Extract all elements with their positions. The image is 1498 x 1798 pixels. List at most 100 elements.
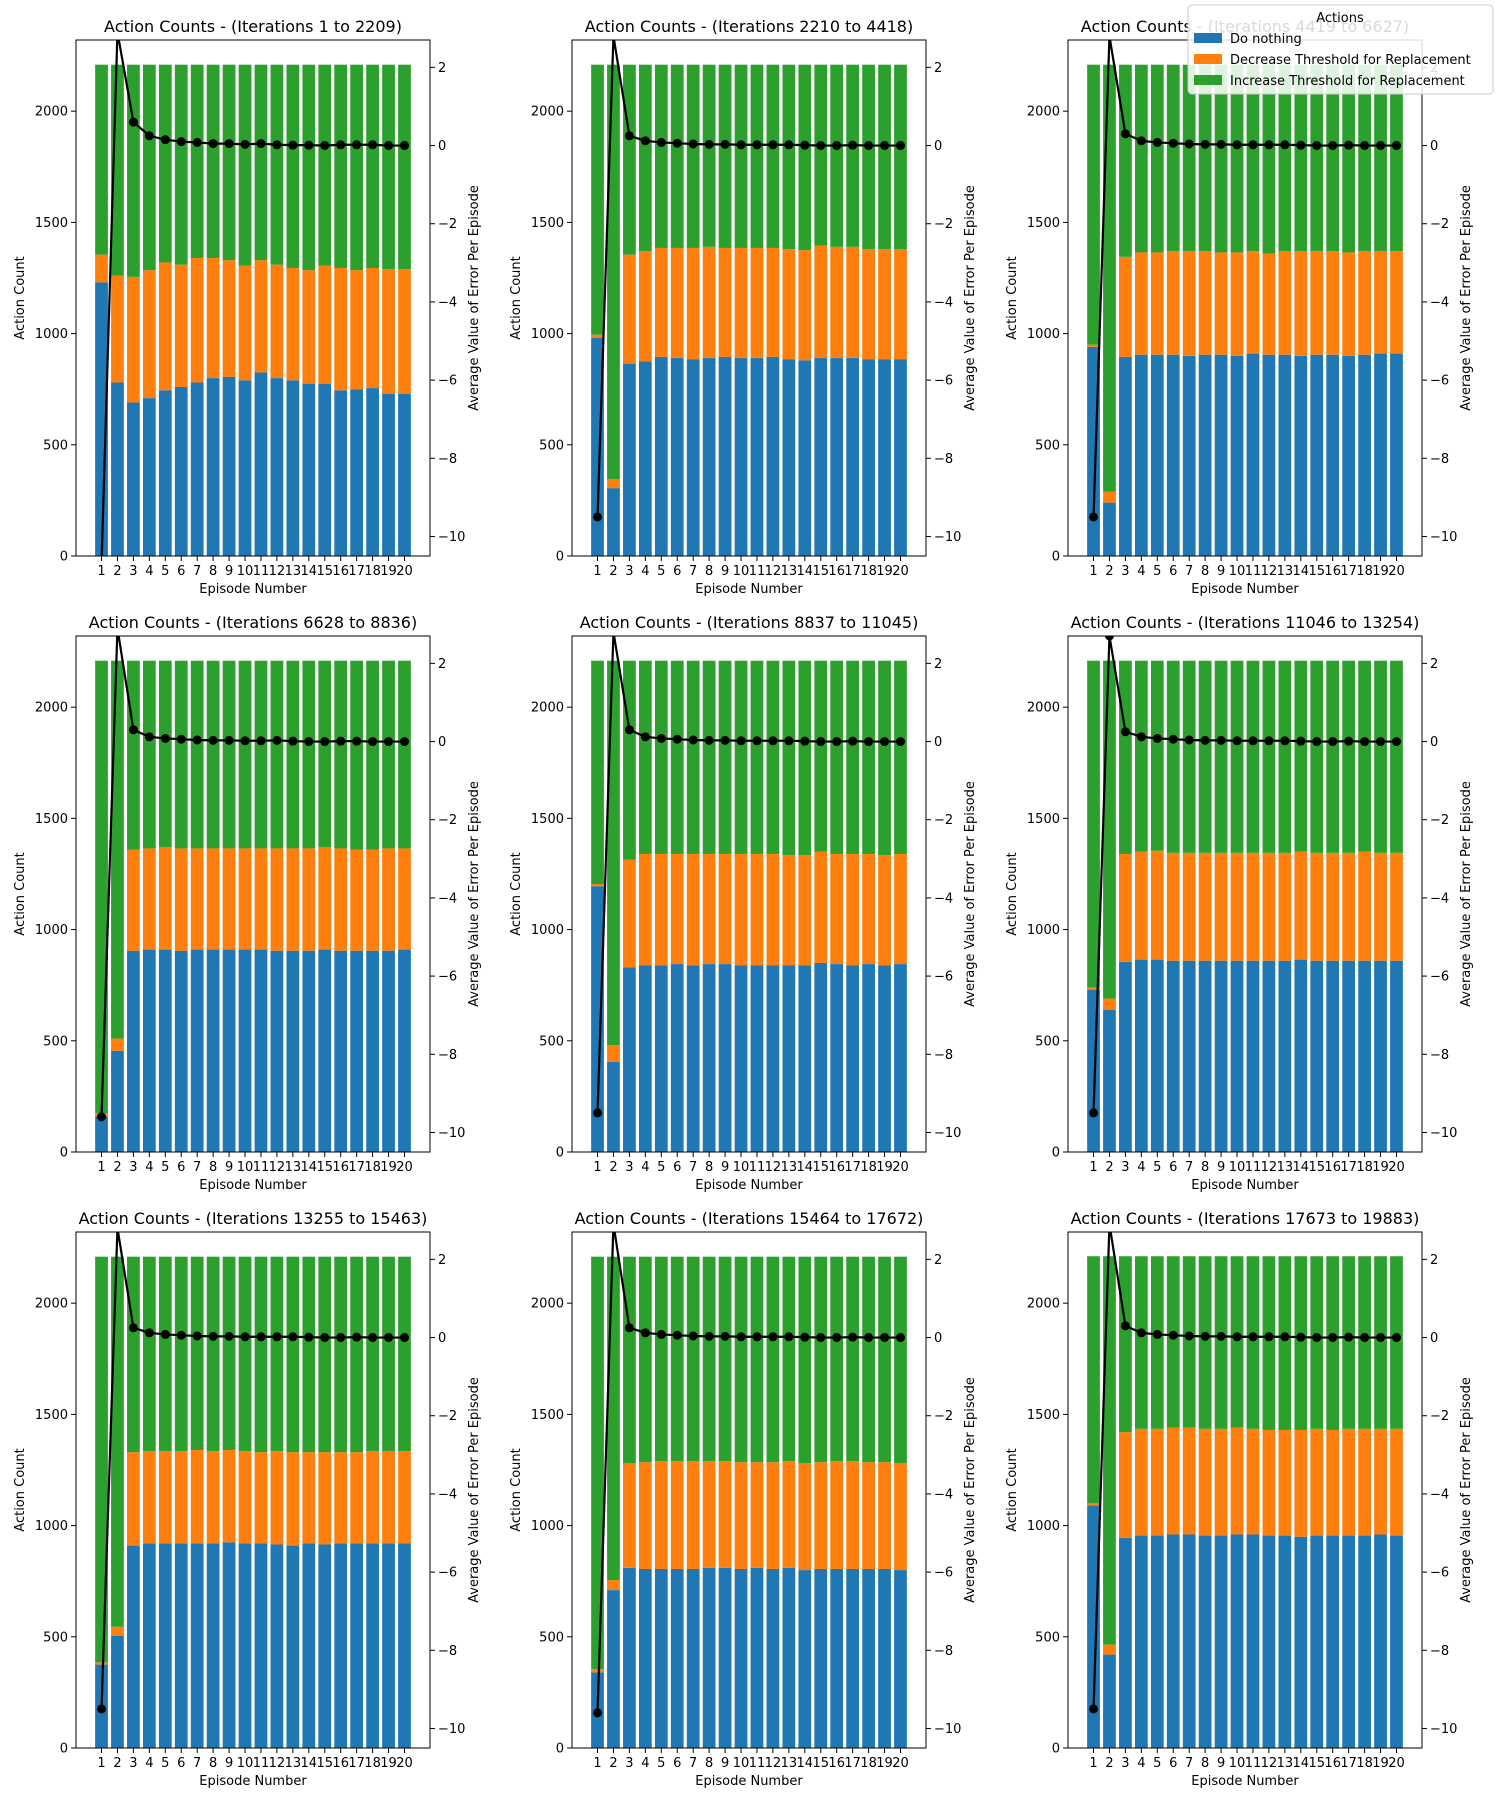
y2-tick-label: −6: [438, 970, 457, 985]
x-tick-label: 14: [797, 1756, 814, 1771]
error-point: [320, 737, 330, 747]
x-tick-label: 12: [269, 564, 286, 579]
error-point: [1136, 1328, 1146, 1338]
bar: [254, 848, 268, 950]
bar: [591, 334, 604, 339]
error-point: [624, 725, 634, 735]
error-point: [1120, 727, 1130, 737]
error-point: [1089, 512, 1099, 522]
bar: [607, 1061, 620, 1152]
error-point: [784, 1332, 794, 1342]
bar: [830, 358, 844, 556]
bar: [270, 660, 284, 849]
bar: [702, 246, 716, 359]
y2-tick-label: −8: [1430, 452, 1449, 467]
bar: [670, 1256, 684, 1462]
bar: [638, 1462, 652, 1569]
y-tick-label: 2000: [531, 105, 564, 120]
x-tick-label: 2: [609, 564, 617, 579]
bar: [654, 64, 668, 248]
bar: [127, 849, 140, 951]
y2-tick-label: 2: [1430, 1253, 1438, 1268]
bar: [350, 1543, 364, 1748]
x-tick-label: 5: [161, 1160, 169, 1175]
bar: [1166, 960, 1180, 1152]
bar: [734, 358, 748, 556]
bar: [1150, 1256, 1164, 1429]
bar-series-1: [591, 338, 907, 556]
bar: [350, 64, 364, 271]
bar: [1230, 660, 1244, 853]
bar: [142, 398, 156, 556]
bar-series-2: [95, 847, 411, 1117]
error-point: [752, 1332, 762, 1342]
x-tick-label: 10: [733, 1756, 750, 1771]
bar: [95, 64, 108, 255]
x-tick-label: 9: [1217, 564, 1225, 579]
bar: [350, 660, 364, 850]
bar-series-1: [1087, 346, 1403, 556]
y2-axis-label: Average Value of Error Per Episode: [467, 1377, 482, 1603]
error-point: [399, 737, 409, 747]
x-tick-label: 3: [1121, 1160, 1129, 1175]
bar: [158, 1256, 172, 1452]
bar: [702, 1567, 716, 1748]
x-tick-label: 1: [1089, 1756, 1097, 1771]
bar: [302, 848, 316, 951]
error-line-group: [1089, 636, 1401, 1118]
bar: [127, 402, 140, 556]
x-tick-label: 2: [1105, 1756, 1113, 1771]
y2-tick-label: −10: [1430, 530, 1457, 545]
x-tick-label: 12: [1261, 1160, 1278, 1175]
error-line-group: [593, 636, 905, 1118]
bar: [1358, 251, 1371, 355]
error-point: [1376, 1333, 1386, 1343]
axes-frame: [75, 635, 431, 1153]
bar: [894, 1256, 907, 1464]
error-point: [1344, 140, 1354, 150]
error-point: [1296, 140, 1306, 150]
bar: [686, 853, 700, 966]
bar: [750, 660, 764, 854]
x-tick-label: 11: [253, 1756, 270, 1771]
x-tick-label: 14: [797, 1160, 814, 1175]
y-tick-label: 1500: [1027, 812, 1060, 827]
y-tick-label: 1000: [1027, 923, 1060, 938]
x-tick-label: 6: [1169, 1756, 1177, 1771]
y-tick-label: 500: [539, 1630, 564, 1645]
y-tick-label: 0: [60, 1146, 68, 1161]
error-point: [160, 135, 170, 145]
error-point: [880, 141, 890, 151]
bar: [1246, 1534, 1260, 1748]
error-point: [1391, 1333, 1401, 1343]
axes-frame: [571, 635, 927, 1153]
bar: [894, 1570, 907, 1748]
y-tick-label: 1000: [1027, 1519, 1060, 1534]
bar: [1182, 660, 1196, 853]
error-point: [208, 735, 218, 745]
x-tick-label: 15: [812, 1756, 829, 1771]
y2-tick-label: −6: [438, 1566, 457, 1581]
error-line-group: [593, 40, 905, 522]
y2-axis-label: Average Value of Error Per Episode: [963, 1377, 978, 1603]
bar: [222, 1256, 236, 1450]
legend-swatch: [1194, 54, 1222, 64]
x-tick-label: 7: [689, 564, 697, 579]
bar: [190, 382, 204, 556]
bar: [798, 64, 812, 251]
bar: [1119, 1432, 1132, 1538]
bar-series-1: [95, 949, 411, 1152]
y-tick-label: 0: [60, 1742, 68, 1757]
x-tick-label: 9: [721, 1160, 729, 1175]
x-tick-label: 16: [828, 564, 845, 579]
bar: [174, 64, 188, 265]
bar: [718, 853, 732, 965]
y2-tick-label: 0: [438, 735, 446, 750]
bar: [1294, 251, 1308, 356]
bar: [607, 479, 620, 489]
bar: [878, 64, 891, 250]
x-tick-label: 18: [860, 1160, 877, 1175]
bar: [670, 1568, 684, 1748]
error-point: [1360, 737, 1370, 747]
error-point: [399, 1333, 409, 1343]
